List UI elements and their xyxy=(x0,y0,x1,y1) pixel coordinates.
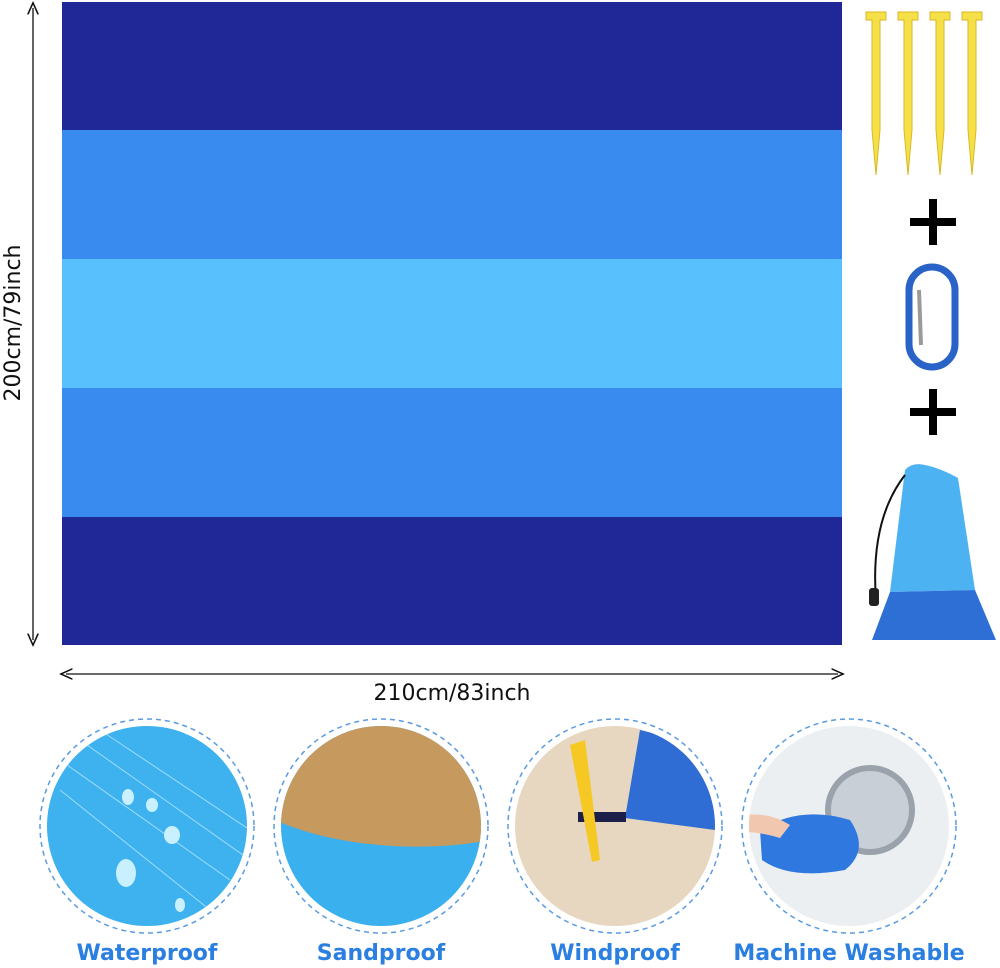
sand xyxy=(515,726,715,926)
feature-label: Sandproof xyxy=(317,941,446,966)
storage-bag xyxy=(869,464,996,640)
stripe xyxy=(62,2,842,130)
mat-corner xyxy=(625,730,715,830)
stake xyxy=(570,740,600,862)
feature-label: Machine Washable xyxy=(733,941,964,966)
stripe xyxy=(62,517,842,645)
cord-lock xyxy=(869,588,879,606)
droplet xyxy=(175,898,185,912)
width-label: 210cm/83inch xyxy=(373,681,530,706)
sand xyxy=(281,726,481,847)
beach-mat xyxy=(62,2,842,645)
dashed-ring xyxy=(507,718,723,934)
bag-cord xyxy=(874,474,906,601)
feature-photo xyxy=(281,726,481,926)
feature-windproof xyxy=(507,718,723,934)
feature-label: Waterproof xyxy=(76,941,217,966)
droplet xyxy=(116,859,136,887)
plus-icon xyxy=(910,199,956,245)
dashed-ring xyxy=(741,718,957,934)
feature-sandproof xyxy=(273,718,489,934)
feature-label: Windproof xyxy=(550,941,680,966)
stake xyxy=(865,11,887,176)
stripe xyxy=(62,259,842,388)
carabiner xyxy=(905,263,959,371)
dashed-ring xyxy=(273,718,489,934)
feature-photo xyxy=(47,726,247,926)
bag-top xyxy=(890,464,975,592)
hand xyxy=(749,814,790,838)
feature-photo xyxy=(515,726,715,926)
strap xyxy=(578,812,626,822)
plus-icon xyxy=(910,389,956,435)
stakes xyxy=(865,11,983,176)
droplet xyxy=(146,798,158,812)
feature-photo xyxy=(749,726,949,926)
bag-bottom xyxy=(872,590,996,640)
weave xyxy=(59,729,247,911)
dashed-ring xyxy=(39,718,255,934)
stripe xyxy=(62,130,842,259)
stake xyxy=(961,11,983,176)
droplet xyxy=(164,826,180,844)
feature-washable xyxy=(741,718,957,934)
stake xyxy=(897,11,919,176)
feature-waterproof xyxy=(39,718,255,934)
stake xyxy=(929,11,951,176)
droplet xyxy=(122,789,134,805)
fabric xyxy=(47,726,247,926)
height-label: 200cm/79inch xyxy=(1,244,26,401)
stripe xyxy=(62,388,842,517)
carabiner-gate xyxy=(917,289,923,346)
